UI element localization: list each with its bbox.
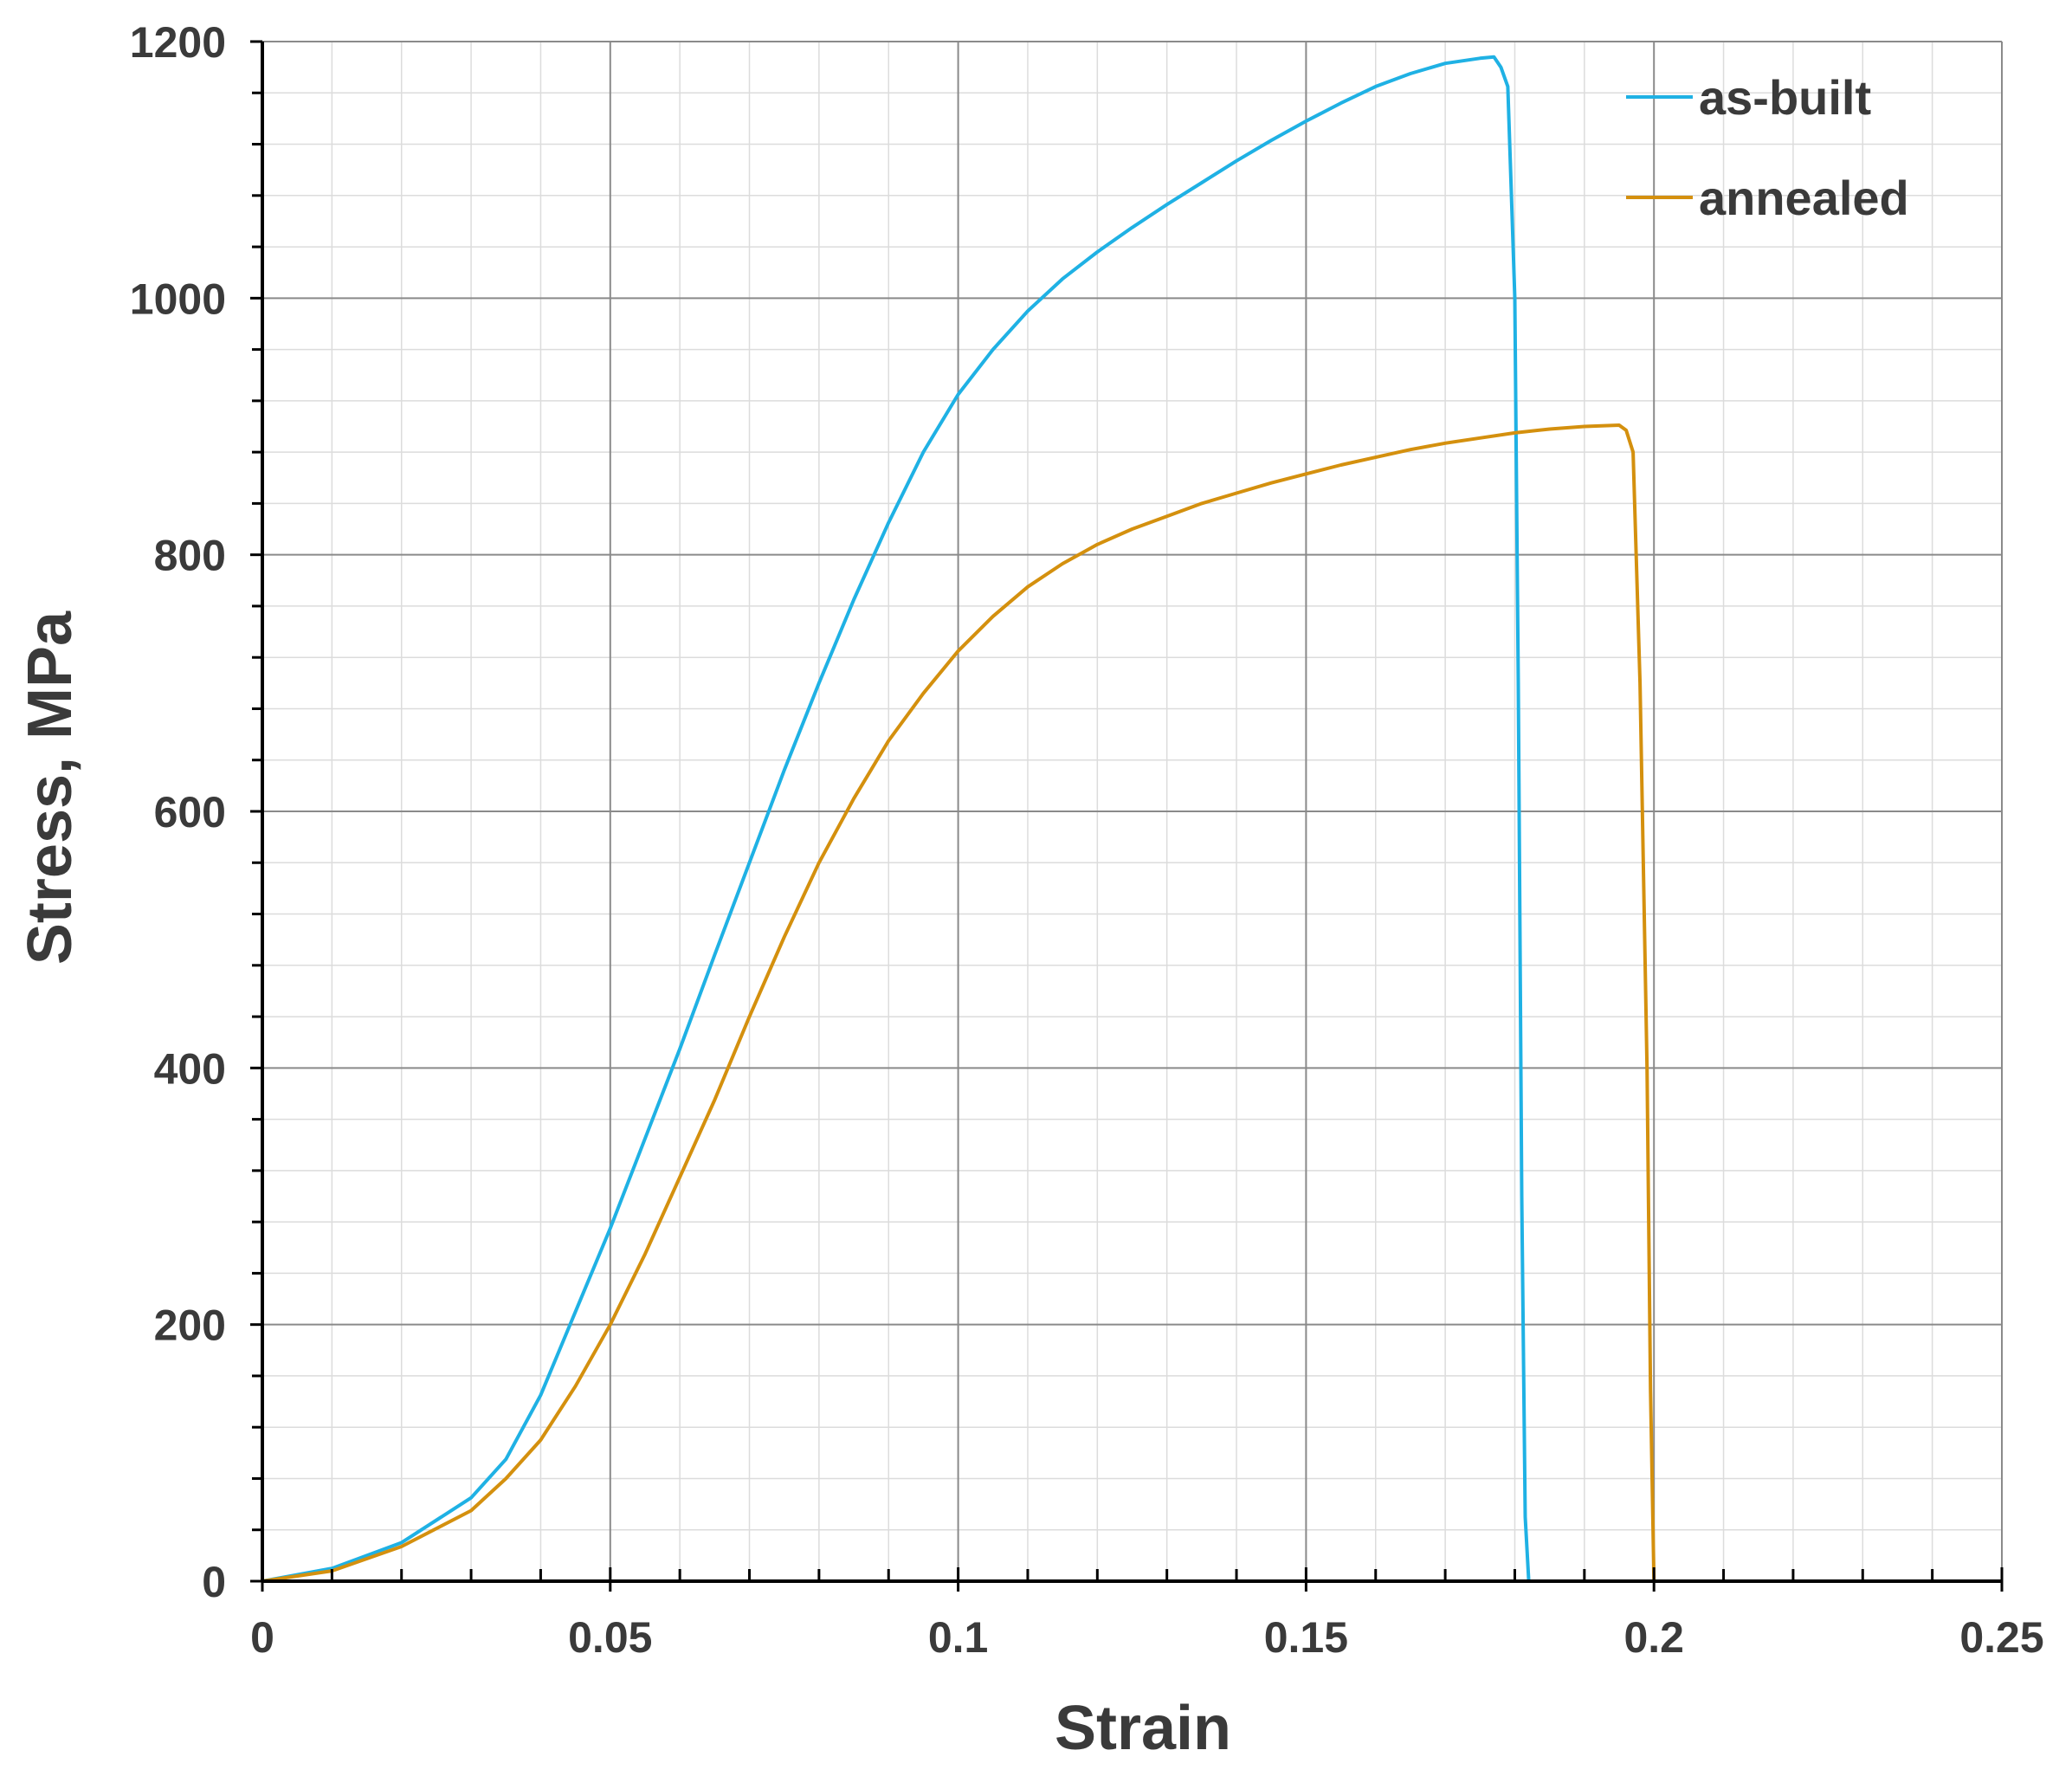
legend-label-as-built: as-built: [1699, 70, 1871, 125]
series-line-as-built: [261, 55, 1543, 1583]
x-tick-label: 0.2: [1623, 1613, 1684, 1662]
y-tick-label: 1200: [130, 18, 226, 67]
y-tick-label: 200: [154, 1301, 226, 1350]
tick-labels: 0 0.05 0.1 0.15 0.2 0.25 0 200 400 600 800 1000 1200: [130, 18, 2044, 1662]
legend: as-built annealed: [1626, 70, 1909, 225]
y-tick-label: 400: [154, 1044, 226, 1093]
legend-label-annealed: annealed: [1699, 171, 1909, 225]
y-tick-label: 800: [154, 532, 226, 580]
y-tick-label: 1000: [130, 274, 226, 323]
y-axis-title: Stress, MPa: [16, 610, 85, 965]
y-tick-label: 600: [154, 788, 226, 836]
axes: [250, 40, 2004, 1592]
x-tick-label: 0: [250, 1613, 274, 1662]
series-layer: [261, 55, 1675, 1583]
series-line-annealed: [261, 423, 1675, 1583]
x-tick-label: 0.05: [568, 1613, 652, 1662]
x-tick-label: 0.15: [1264, 1613, 1348, 1662]
x-tick-label: 0.1: [928, 1613, 989, 1662]
x-axis-title: Strain: [1055, 1694, 1231, 1763]
x-tick-label: 0.25: [1959, 1613, 2043, 1662]
y-tick-label: 0: [202, 1558, 226, 1606]
